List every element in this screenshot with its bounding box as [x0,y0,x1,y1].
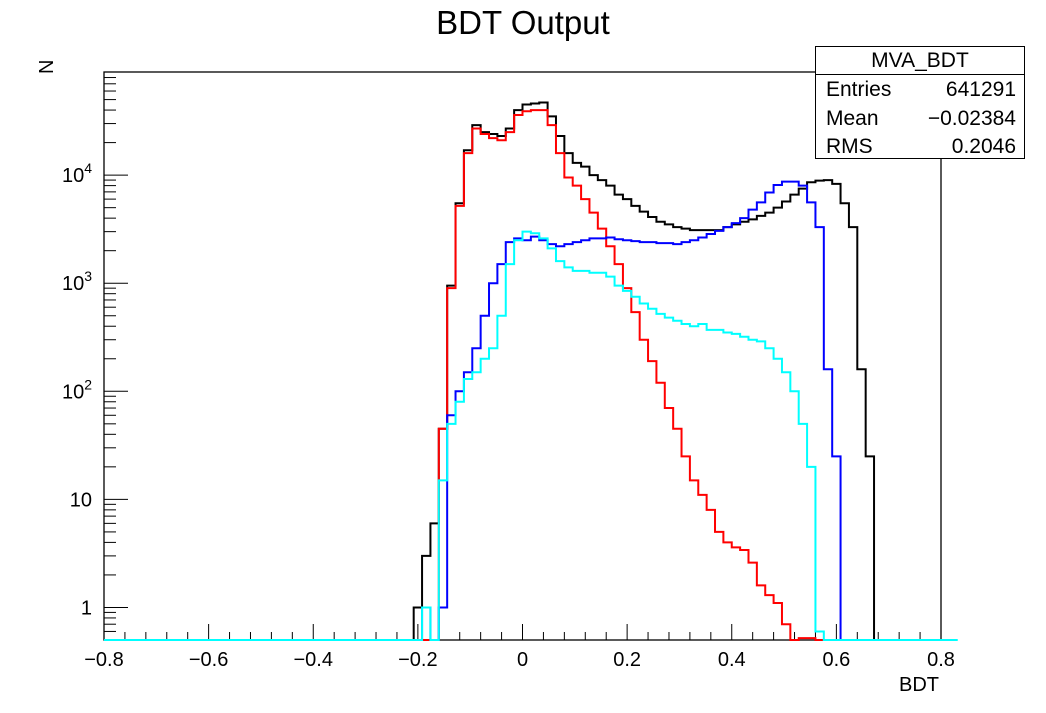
x-tick-label: 0.6 [822,649,850,671]
series-layer [104,101,958,641]
x-tick-label: −0.8 [84,649,123,671]
stats-rms-row: RMS 0.2046 [816,132,1024,161]
x-tick-label: −0.2 [398,649,437,671]
stats-entries-value: 641291 [945,78,1016,101]
stats-rms-label: RMS [826,135,873,158]
histogram-series-3 [104,230,958,641]
y-tick-label: 103 [62,268,92,295]
stats-box: MVA_BDT Entries 641291 Mean −0.02384 RMS… [815,46,1025,159]
stats-entries-label: Entries [826,78,892,101]
y-tick-label: 102 [62,376,92,403]
x-tick-label: 0.4 [718,649,746,671]
y-tick-label: 1 [81,597,92,619]
x-axis-label: BDT [899,674,939,696]
y-tick-label: 10 [70,489,92,511]
chart-title: BDT Output [436,4,610,41]
stats-rms-value: 0.2046 [951,135,1016,158]
x-tick-label: −0.4 [294,649,333,671]
stats-entries-row: Entries 641291 [816,75,1024,104]
stats-name: MVA_BDT [816,47,1024,75]
axis-ticks: −0.8 −0.6 −0.4 −0.2 0 0.2 0.4 0.6 0.8 1 10 102 103 10… [62,71,955,671]
stats-mean-value: −0.02384 [927,106,1016,130]
x-tick-label: 0 [517,649,528,671]
stats-mean-row: Mean −0.02384 [816,104,1024,133]
x-tick-label: −0.6 [189,649,228,671]
x-tick-label: 0.8 [927,649,955,671]
y-tick-label: 104 [62,160,92,187]
stats-mean-label: Mean [826,106,879,130]
x-tick-label: 0.2 [613,649,641,671]
